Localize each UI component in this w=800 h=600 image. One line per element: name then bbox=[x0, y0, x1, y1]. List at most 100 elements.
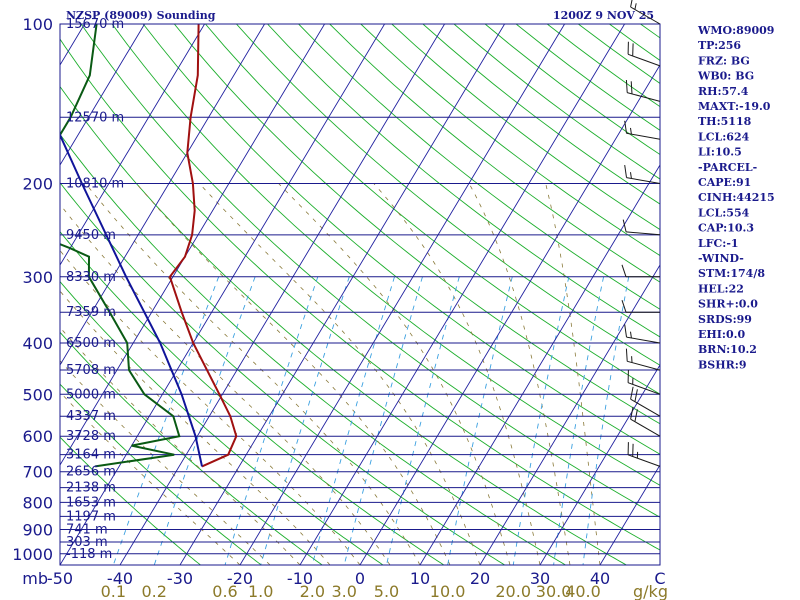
index-line: WB0: BG bbox=[697, 70, 754, 83]
temperature-tick-label: 30 bbox=[530, 569, 550, 588]
dry-adiabat bbox=[60, 133, 566, 565]
isotherm bbox=[60, 24, 205, 266]
barb-feather bbox=[622, 219, 627, 233]
barb-feather bbox=[621, 300, 627, 313]
mixing-ratio-line bbox=[553, 276, 605, 565]
wind-barb bbox=[627, 41, 661, 67]
barb-feather bbox=[634, 389, 638, 402]
index-line: FRZ: BG bbox=[698, 54, 750, 67]
index-line: EHI:0.0 bbox=[698, 328, 745, 341]
mixing-ratio-line bbox=[582, 276, 630, 565]
isotherm bbox=[119, 24, 445, 565]
isotherm bbox=[179, 24, 505, 565]
barb-feather bbox=[630, 81, 633, 94]
wind-barb bbox=[627, 369, 661, 395]
mixing-ratio-label: 2.0 bbox=[300, 582, 325, 600]
moist-adiabat bbox=[468, 183, 571, 565]
dry-adiabat bbox=[60, 436, 201, 565]
axis-labels: 15670 m 12570 m 10810 m 9450 m 8330 m 7359 m 6… bbox=[12, 15, 668, 600]
barb-staff bbox=[626, 132, 661, 140]
height-label: 5000 m bbox=[66, 387, 116, 402]
barb-feather bbox=[621, 264, 627, 277]
mixing-ratio-label: 1.0 bbox=[248, 582, 273, 600]
parcel-profile bbox=[60, 132, 203, 467]
barb-half-feather bbox=[630, 172, 632, 179]
barb-staff bbox=[627, 92, 661, 102]
pressure-tick-label: 900 bbox=[22, 521, 53, 540]
mixing-ratio-line bbox=[447, 276, 513, 565]
barb-staff bbox=[627, 382, 661, 395]
moist-adiabat bbox=[199, 183, 481, 565]
dry-adiabat bbox=[173, 24, 660, 425]
chart-title: NZSP (89009) Sounding bbox=[66, 9, 216, 22]
index-line: -WIND- bbox=[698, 252, 744, 265]
isotherm bbox=[539, 364, 660, 565]
barb-feather bbox=[624, 165, 627, 178]
mixing-ratio-line bbox=[153, 276, 256, 565]
dry-adiabat bbox=[60, 280, 384, 565]
index-line: LI:10.5 bbox=[698, 146, 742, 159]
temperature-tick-label: -40 bbox=[107, 569, 133, 588]
pressure-tick-label: 300 bbox=[22, 268, 53, 287]
barb-staff bbox=[630, 398, 661, 417]
height-label: 9450 m bbox=[66, 228, 116, 243]
wind-barb bbox=[624, 120, 661, 140]
mixing-ratio-label: 30.0 bbox=[536, 582, 572, 600]
mixing-ratio-line bbox=[260, 276, 350, 565]
temperature-tick-label: 20 bbox=[470, 569, 490, 588]
mixing-ratio-unit: g/kg bbox=[633, 582, 668, 600]
dry-adiabat bbox=[267, 24, 660, 338]
height-label: 8330 m bbox=[66, 270, 116, 285]
isotherm bbox=[479, 264, 660, 565]
wind-barb bbox=[630, 0, 661, 25]
isotherm bbox=[60, 24, 265, 366]
height-label: 15670 m bbox=[66, 17, 124, 32]
sounding-indices: WMO:89009 TP:256 FRZ: BG WB0: BG RH:57.4 MAXT… bbox=[697, 24, 775, 371]
barb-feather bbox=[624, 120, 627, 134]
wind-barb bbox=[630, 406, 661, 437]
barb-feather bbox=[624, 324, 627, 338]
mixing-ratio-label: 0.1 bbox=[101, 582, 126, 600]
wind-barb bbox=[624, 165, 661, 184]
mixing-ratio-label: 0.2 bbox=[141, 582, 166, 600]
temperature-profile bbox=[168, 24, 238, 468]
wind-barb bbox=[625, 348, 661, 371]
pressure-tick-label: 1000 bbox=[12, 545, 53, 564]
index-line: BRN:10.2 bbox=[698, 343, 757, 356]
mixing-ratio-line bbox=[512, 276, 570, 565]
valid-time: 1200Z 9 NOV 25 bbox=[553, 9, 654, 22]
index-line: CAP:10.3 bbox=[698, 222, 754, 235]
mixing-ratio-line bbox=[112, 276, 220, 565]
mixing-ratio-line bbox=[224, 276, 319, 565]
isotherm bbox=[299, 24, 625, 565]
barb-staff bbox=[626, 336, 661, 344]
pressure-tick-label: 700 bbox=[22, 463, 53, 482]
barb-staff bbox=[630, 6, 661, 25]
isotherm bbox=[359, 64, 660, 565]
index-line: CINH:44215 bbox=[698, 191, 775, 204]
temperature-tick-label: 0 bbox=[355, 569, 365, 588]
pressure-tick-label: 800 bbox=[22, 493, 53, 512]
temperature-tick-label: -10 bbox=[287, 569, 313, 588]
index-line: TP:256 bbox=[698, 39, 741, 52]
wind-barb bbox=[624, 324, 661, 344]
pressure-tick-label: 500 bbox=[22, 385, 53, 404]
height-label: 2656 m bbox=[66, 465, 116, 480]
temperature-unit-label: C bbox=[654, 569, 665, 588]
mixing-ratio-line bbox=[386, 276, 460, 565]
height-label: 7359 m bbox=[66, 305, 116, 320]
dry-adiabat bbox=[236, 24, 660, 366]
index-line: CAPE:91 bbox=[698, 176, 751, 189]
mixing-ratio-label: 20.0 bbox=[495, 582, 531, 600]
wind-barb bbox=[622, 219, 661, 236]
temperature-tick-label: 40 bbox=[590, 569, 610, 588]
index-line: HEL:22 bbox=[698, 282, 744, 295]
height-label: 10810 m bbox=[66, 177, 124, 192]
moist-adiabat bbox=[85, 183, 421, 565]
barb-staff bbox=[626, 231, 661, 236]
height-label: 303 m bbox=[66, 535, 108, 550]
index-line: BSHR:9 bbox=[698, 358, 747, 371]
height-label: 3164 m bbox=[66, 448, 116, 463]
isotherm bbox=[60, 24, 325, 466]
